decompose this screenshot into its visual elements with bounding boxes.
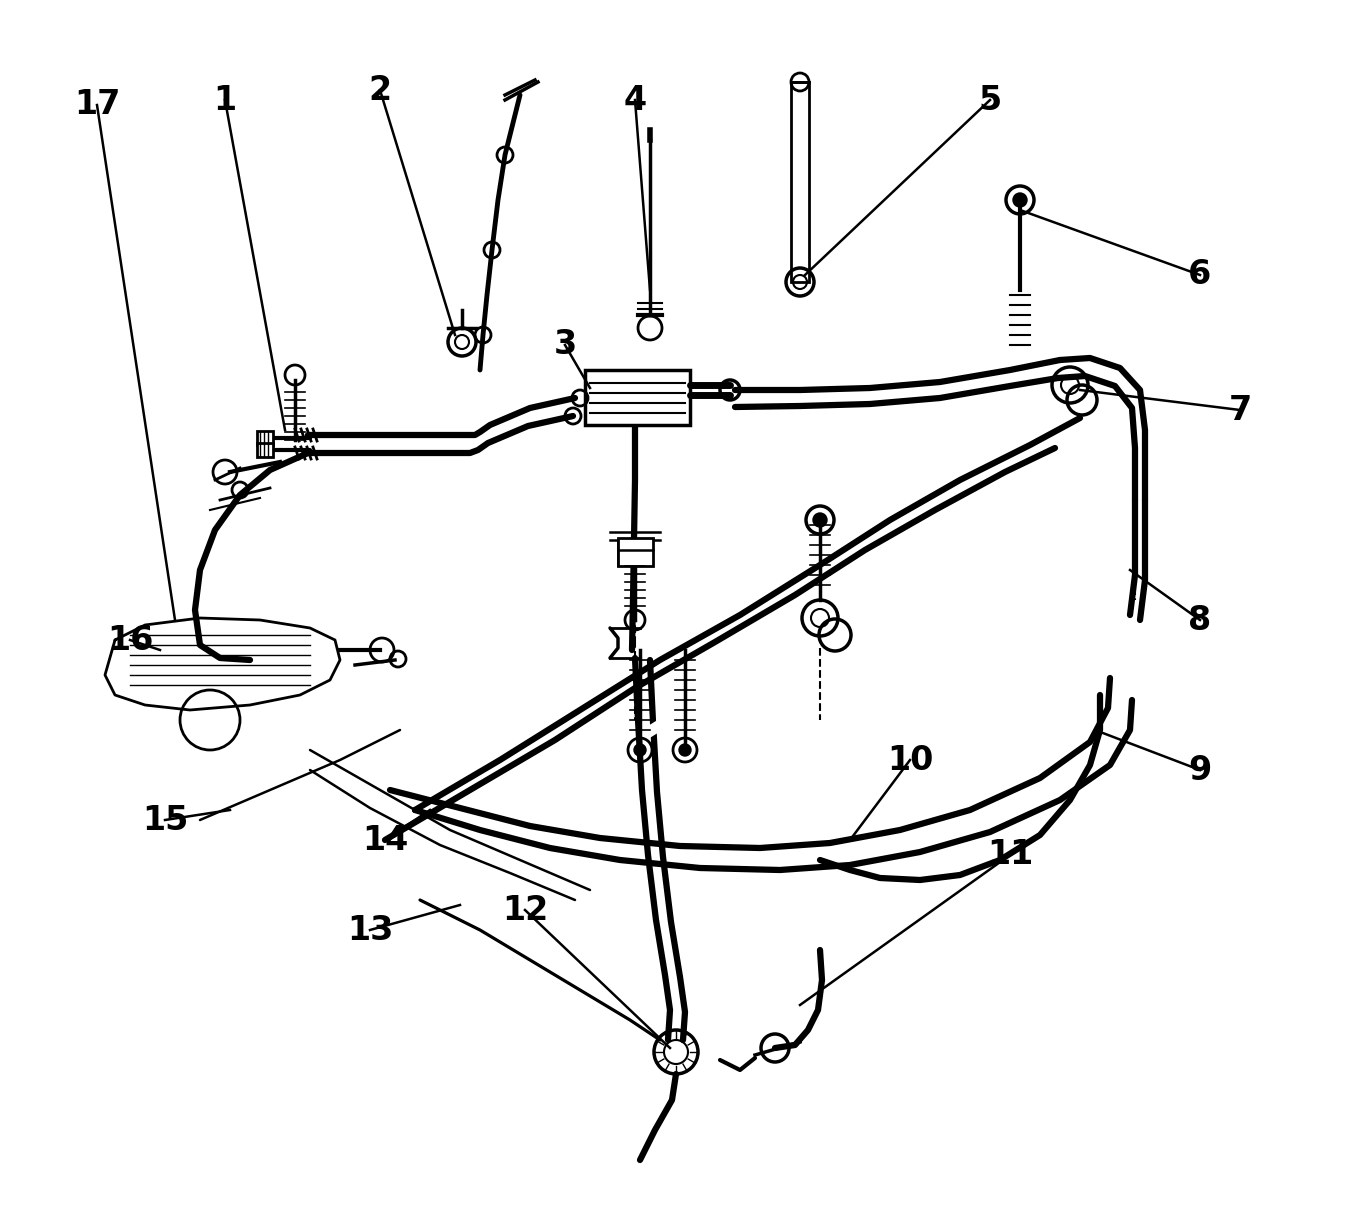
Circle shape (813, 513, 827, 527)
Circle shape (634, 744, 646, 756)
Text: 16: 16 (107, 624, 153, 657)
Text: 2: 2 (369, 73, 392, 106)
Text: 9: 9 (1188, 753, 1211, 786)
Text: 10: 10 (886, 744, 934, 777)
Text: 15: 15 (142, 803, 188, 836)
Bar (257, 431, 272, 444)
Text: 13: 13 (347, 913, 393, 946)
Text: 6: 6 (1188, 259, 1211, 292)
Text: 4: 4 (623, 83, 646, 116)
Bar (791, 82, 809, 282)
Text: 17: 17 (73, 88, 121, 122)
Bar (618, 540, 648, 565)
Text: 3: 3 (553, 328, 577, 361)
Text: 12: 12 (501, 894, 549, 927)
Bar (618, 538, 653, 567)
Text: 14: 14 (362, 823, 408, 856)
Circle shape (1014, 193, 1027, 208)
Text: 8: 8 (1188, 603, 1211, 636)
Text: 11: 11 (986, 839, 1033, 872)
Text: 5: 5 (978, 83, 1001, 116)
Circle shape (679, 744, 691, 756)
Text: 7: 7 (1229, 393, 1252, 426)
Text: 1: 1 (214, 83, 237, 116)
Bar (585, 370, 690, 425)
Bar (257, 443, 272, 457)
